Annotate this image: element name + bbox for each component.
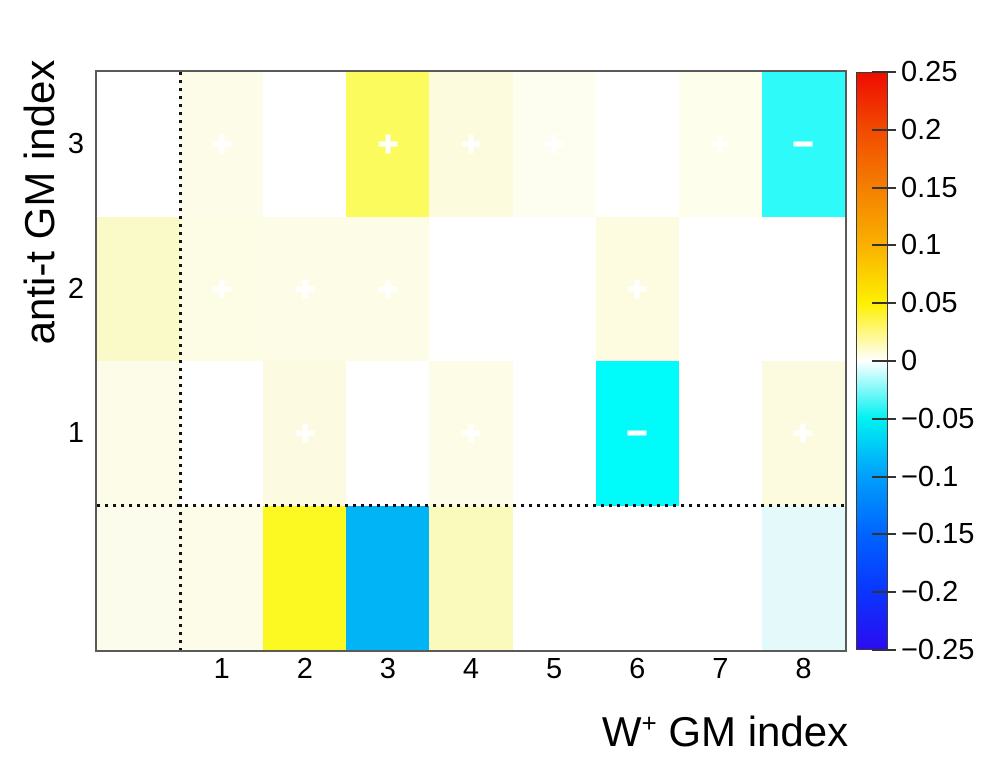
colorbar-tick-label: 0.15 (901, 171, 958, 204)
heatmap-cell (678, 361, 762, 506)
plus-sign-marker (295, 423, 315, 443)
heatmap-cell (595, 505, 679, 650)
heatmap-cell (429, 505, 513, 650)
heatmap-cell (263, 72, 347, 217)
heatmap-cell (346, 216, 430, 361)
heatmap-cell (761, 505, 845, 650)
heatmap-cell (512, 216, 596, 361)
y-tick-label: 1 (67, 417, 84, 450)
x-tick-label: 4 (462, 653, 480, 685)
colorbar-tick-mark (872, 417, 896, 420)
x-axis-title: W+ GM index (558, 700, 892, 755)
colorbar-tick-mark (872, 533, 896, 536)
y-tick-label: 2 (67, 272, 84, 305)
heatmap-cell (180, 72, 264, 217)
heatmap-cell (346, 505, 430, 650)
heatmap-cell (429, 72, 513, 217)
plus-sign-marker (710, 134, 730, 154)
heatmap-cell (263, 505, 347, 650)
colorbar-tick-label: −0.1 (901, 460, 959, 493)
colorbar-tick-mark (872, 186, 896, 189)
x-tick-label: 5 (546, 653, 563, 685)
x-tick-label: 6 (629, 653, 646, 685)
heatmap-cell (429, 361, 513, 506)
heatmap-cell (97, 505, 181, 650)
colorbar-tick-mark (872, 591, 896, 594)
plus-sign-marker (295, 279, 315, 299)
colorbar-tick-mark (872, 302, 896, 305)
colorbar-tick-label: −0.2 (901, 576, 959, 609)
plus-sign-marker (212, 134, 232, 154)
colorbar-tick-label: −0.25 (901, 634, 975, 666)
plus-sign-marker (627, 279, 647, 299)
x-tick-label: 7 (712, 653, 729, 685)
dotted-separator-vertical (178, 72, 182, 650)
heatmap-cell (97, 216, 181, 361)
heatmap-cell (263, 216, 347, 361)
plus-sign-marker (212, 279, 232, 299)
plus-sign-marker (544, 134, 564, 154)
heatmap-cell (595, 72, 679, 217)
plus-sign-marker (793, 423, 813, 443)
heatmap-cell (97, 72, 181, 217)
heatmap-cell (97, 361, 181, 506)
x-axis-title-base: W (601, 708, 642, 755)
y-axis-title: anti-t GM index (16, 59, 63, 345)
heatmap-cell (761, 72, 845, 217)
heatmap-cell (346, 361, 430, 506)
x-tick-label: 3 (379, 653, 396, 685)
x-tick-label: 2 (296, 653, 313, 685)
heatmap-cell (678, 72, 762, 217)
heatmap-grid (97, 72, 845, 650)
heatmap-cell (595, 361, 679, 506)
colorbar-tick-mark (872, 475, 896, 478)
colorbar-tick-mark (872, 360, 896, 362)
colorbar-tick-label: −0.05 (901, 402, 975, 435)
heatmap-cell (180, 216, 264, 361)
heatmap-cell (180, 361, 264, 506)
heatmap-cell (263, 361, 347, 506)
heatmap-cell (761, 216, 845, 361)
heatmap-cell (346, 72, 430, 217)
colorbar-tick-label: −0.15 (901, 518, 975, 551)
minus-sign-marker (793, 141, 813, 147)
heatmap-cell (761, 361, 845, 506)
x-axis-title-rest: GM index (656, 708, 849, 755)
heatmap-cell (678, 216, 762, 361)
heatmap-cell (429, 216, 513, 361)
colorbar-tick-label: 0.1 (901, 229, 942, 262)
heatmap-cell (180, 505, 264, 650)
dotted-separator-horizontal (97, 504, 845, 507)
plus-sign-marker (378, 279, 398, 299)
x-tick-label: 1 (213, 653, 230, 685)
x-tick-label: 8 (795, 653, 812, 685)
colorbar-tick-label: 0.2 (901, 113, 942, 146)
x-axis-title-superscript: + (641, 708, 657, 738)
heatmap-cell (512, 361, 596, 506)
heatmap-cell (595, 216, 679, 361)
plus-sign-marker (461, 423, 481, 443)
colorbar-tick-mark (872, 128, 896, 131)
plus-sign-marker (378, 134, 398, 154)
heatmap-cell (678, 505, 762, 650)
minus-sign-marker (627, 430, 647, 436)
plus-sign-marker (461, 134, 481, 154)
colorbar-tick-label: 0 (901, 345, 918, 377)
colorbar-tick-mark (872, 244, 896, 247)
heatmap-cell (512, 505, 596, 650)
colorbar-tick-mark (872, 71, 896, 73)
heatmap-cell (512, 72, 596, 217)
colorbar-tick-label: 0.25 (901, 56, 958, 88)
plot-area (97, 72, 845, 650)
y-tick-label: 3 (67, 128, 84, 161)
colorbar-tick-mark (872, 649, 896, 651)
colorbar-tick-label: 0.05 (901, 287, 958, 320)
